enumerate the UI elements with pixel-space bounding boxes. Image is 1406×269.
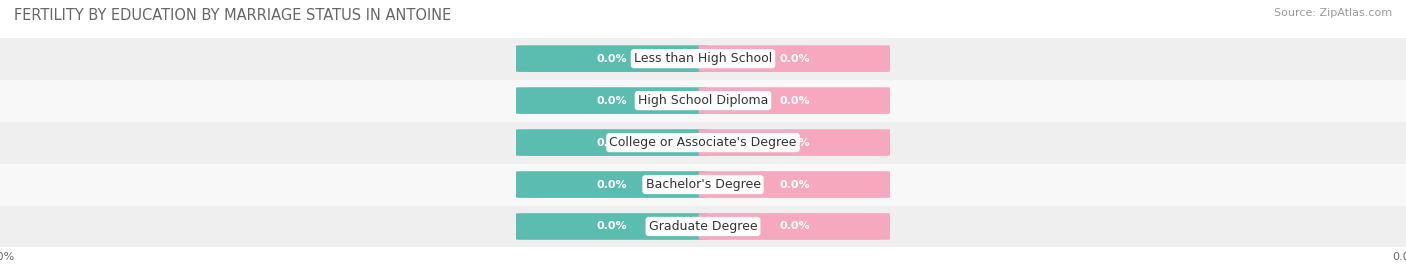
Text: College or Associate's Degree: College or Associate's Degree bbox=[609, 136, 797, 149]
Text: 0.0%: 0.0% bbox=[596, 179, 627, 190]
Bar bbox=[0, 122, 1406, 164]
Bar bbox=[0, 164, 1406, 206]
Text: Source: ZipAtlas.com: Source: ZipAtlas.com bbox=[1274, 8, 1392, 18]
FancyBboxPatch shape bbox=[699, 87, 890, 114]
FancyBboxPatch shape bbox=[699, 129, 890, 156]
Text: Graduate Degree: Graduate Degree bbox=[648, 220, 758, 233]
Text: Less than High School: Less than High School bbox=[634, 52, 772, 65]
Text: 0.0%: 0.0% bbox=[596, 54, 627, 64]
Text: FERTILITY BY EDUCATION BY MARRIAGE STATUS IN ANTOINE: FERTILITY BY EDUCATION BY MARRIAGE STATU… bbox=[14, 8, 451, 23]
Text: 0.0%: 0.0% bbox=[779, 95, 810, 106]
Bar bbox=[0, 80, 1406, 122]
Text: 0.0%: 0.0% bbox=[596, 137, 627, 148]
FancyBboxPatch shape bbox=[699, 45, 890, 72]
FancyBboxPatch shape bbox=[516, 87, 707, 114]
Text: High School Diploma: High School Diploma bbox=[638, 94, 768, 107]
Bar bbox=[0, 206, 1406, 247]
Bar bbox=[0, 38, 1406, 80]
FancyBboxPatch shape bbox=[516, 171, 707, 198]
Text: 0.0%: 0.0% bbox=[779, 221, 810, 232]
Text: 0.0%: 0.0% bbox=[779, 179, 810, 190]
Text: Bachelor's Degree: Bachelor's Degree bbox=[645, 178, 761, 191]
FancyBboxPatch shape bbox=[699, 213, 890, 240]
FancyBboxPatch shape bbox=[699, 171, 890, 198]
FancyBboxPatch shape bbox=[516, 45, 707, 72]
Text: 0.0%: 0.0% bbox=[779, 137, 810, 148]
FancyBboxPatch shape bbox=[516, 129, 707, 156]
Text: 0.0%: 0.0% bbox=[596, 95, 627, 106]
Text: 0.0%: 0.0% bbox=[596, 221, 627, 232]
Text: 0.0%: 0.0% bbox=[779, 54, 810, 64]
FancyBboxPatch shape bbox=[516, 213, 707, 240]
